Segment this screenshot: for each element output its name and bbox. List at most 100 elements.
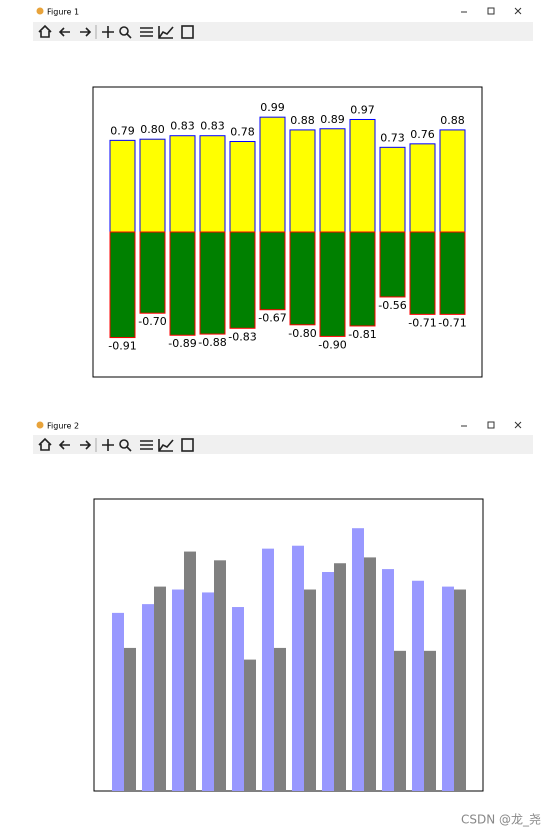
value-label: 0.73 [380, 131, 405, 144]
bar [229, 231, 256, 329]
bar [379, 146, 406, 233]
bar [112, 612, 124, 791]
toolbar-icons [38, 24, 194, 39]
bar [334, 563, 346, 791]
bar [232, 607, 244, 791]
zoom-button[interactable] [119, 26, 132, 39]
bar [124, 647, 136, 791]
value-label: -0.81 [348, 328, 376, 341]
bar [109, 139, 136, 233]
app-icon [36, 7, 44, 15]
bar [319, 128, 346, 233]
bar [349, 231, 376, 327]
bar [154, 586, 166, 791]
window-1: Figure 1 [0, 0, 556, 41]
bar [259, 116, 286, 233]
bar [439, 231, 466, 315]
bar [139, 231, 166, 314]
window-title: Figure 1 [47, 8, 79, 17]
pan-button[interactable] [102, 439, 114, 451]
bar [382, 569, 394, 791]
bar [442, 586, 454, 791]
bar [289, 231, 316, 326]
pan-button[interactable] [102, 26, 114, 38]
edit-axes-button[interactable] [158, 439, 174, 452]
bar [244, 659, 256, 791]
bar [262, 548, 274, 791]
value-label: 0.88 [290, 114, 315, 127]
bar [412, 580, 424, 791]
value-label: 0.79 [110, 124, 135, 137]
value-label: -0.71 [408, 316, 436, 329]
bar [304, 589, 316, 791]
bar [142, 604, 154, 791]
bar [379, 231, 406, 298]
close-button[interactable] [514, 7, 522, 15]
watermark: CSDN @龙_尧 [461, 813, 541, 827]
zoom-button[interactable] [119, 439, 132, 452]
value-label: 0.89 [320, 113, 345, 126]
app-icon [36, 421, 44, 429]
forward-button[interactable] [80, 440, 92, 450]
home-button[interactable] [38, 24, 52, 38]
value-label: -0.88 [198, 336, 226, 349]
bar [169, 135, 196, 233]
bar [409, 231, 436, 315]
bar [352, 528, 364, 791]
bar [139, 138, 166, 233]
edit-axes-button[interactable] [158, 26, 174, 39]
bar [172, 589, 184, 791]
toolbar [33, 22, 533, 41]
forward-button[interactable] [80, 27, 92, 37]
bar [349, 118, 376, 233]
save-button[interactable] [181, 25, 194, 39]
bar [439, 129, 466, 233]
bar [394, 650, 406, 791]
bar [259, 231, 286, 311]
value-label: 0.78 [230, 126, 255, 139]
value-label: -0.70 [138, 315, 166, 328]
value-label: 0.76 [410, 128, 435, 141]
maximize-button[interactable] [487, 7, 495, 15]
value-label: 0.80 [140, 123, 165, 136]
maximize-button[interactable] [487, 421, 495, 429]
value-label: -0.83 [228, 330, 256, 343]
bar [319, 231, 346, 337]
bar [184, 551, 196, 791]
bar [409, 143, 436, 233]
value-label: -0.89 [168, 337, 196, 350]
value-label: -0.71 [438, 316, 466, 329]
bar [424, 650, 436, 791]
title-bar [0, 0, 556, 22]
bar [364, 557, 376, 791]
value-label: -0.91 [108, 340, 136, 353]
value-label: 0.99 [260, 101, 285, 114]
configure-button[interactable] [140, 27, 153, 37]
back-button[interactable] [58, 27, 70, 37]
window-title: Figure 2 [47, 422, 79, 431]
configure-button[interactable] [140, 440, 153, 450]
bar [274, 647, 286, 791]
value-label: 0.83 [170, 120, 195, 133]
bar [199, 135, 226, 233]
save-button[interactable] [181, 438, 194, 452]
value-label: 0.83 [200, 120, 225, 133]
bar [199, 231, 226, 335]
bar [229, 141, 256, 233]
bar [289, 129, 316, 233]
value-label: -0.80 [288, 327, 316, 340]
back-button[interactable] [58, 440, 70, 450]
close-button[interactable] [514, 421, 522, 429]
value-label: -0.67 [258, 312, 286, 325]
home-button[interactable] [38, 437, 52, 451]
toolbar [33, 435, 533, 454]
value-label: 0.97 [350, 103, 375, 116]
bar [454, 589, 466, 791]
bar [292, 545, 304, 791]
bar [109, 231, 136, 339]
bar [202, 592, 214, 791]
bar [322, 572, 334, 791]
bar [214, 560, 226, 791]
bar [169, 231, 196, 336]
